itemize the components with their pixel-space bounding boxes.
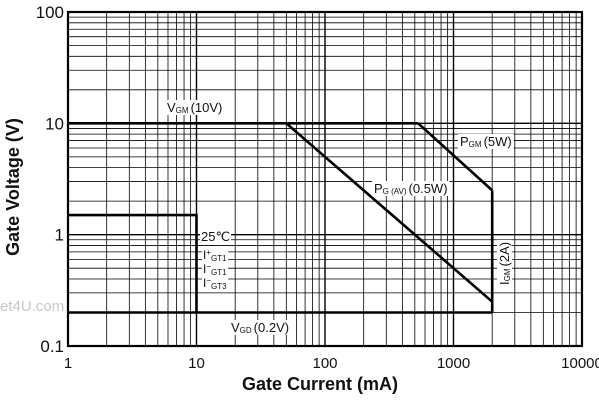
pgav-label-bg (372, 181, 450, 196)
curve-line (68, 213, 198, 313)
gate-trigger-label: I−GT1 (202, 262, 229, 277)
gate-trigger-bg (202, 248, 229, 263)
gate-trigger-bg (202, 276, 229, 291)
vgd-label-bg (229, 320, 292, 335)
temp-text: 25℃ (201, 229, 230, 244)
gate-trigger-text: I−GT3 (203, 276, 227, 291)
pgav-label: PG (AV) (0.5W) (372, 181, 450, 196)
curve-line (285, 122, 494, 303)
plot-frame (66, 10, 584, 348)
pgm-label: PGM (5W) (458, 134, 514, 149)
x-tick-label: 10 (188, 355, 205, 372)
vgd-label: VGD (0.2V) (229, 320, 292, 335)
x-tick-label: 10000 (561, 355, 599, 372)
gate-trigger-label: I−GT3 (202, 276, 229, 291)
gate-trigger-bg (202, 262, 229, 277)
vgm-label-text: VGM (10V) (167, 100, 222, 115)
y-axis-label: Gate Voltage (V) (3, 118, 23, 256)
x-tick-label: 1000 (437, 355, 470, 372)
gate-trigger-label: I+GT1 (202, 248, 229, 263)
y-tick-label: 100 (36, 3, 64, 22)
temp-bg (200, 229, 232, 244)
curve-labels: VGM (10V) PGM (5W) PG (AV) (0.5W) IGM(2A) VGD (0… (165, 100, 514, 335)
grid (66, 10, 584, 348)
igm-label: IGM(2A) (497, 239, 512, 287)
temp-annotation: 25℃ (200, 229, 232, 244)
curve-line (417, 122, 494, 192)
gate-trigger-text: I+GT1 (203, 248, 227, 263)
x-tick-label: 1 (64, 355, 72, 372)
y-tick-label: 1 (55, 226, 64, 245)
vgm-label: VGM (10V) (165, 100, 225, 115)
y-tick-label: 0.1 (40, 337, 64, 356)
watermark: et4U.com (0, 298, 65, 315)
x-axis-label: Gate Current (mA) (241, 374, 398, 394)
igm-label-text: IGM(2A) (497, 242, 512, 285)
igm-label-bg (497, 239, 512, 287)
pgm-label-text: PGM (5W) (460, 134, 512, 149)
y-tick-label: 10 (45, 114, 64, 133)
x-tick-label: 100 (312, 355, 337, 372)
vgm-label-bg (165, 100, 225, 115)
vgd-label-text: VGD (0.2V) (231, 320, 289, 335)
pgav-label-text: PG (AV) (0.5W) (374, 181, 448, 196)
curves (68, 122, 494, 314)
gate-trigger-text: I−GT1 (203, 262, 227, 277)
pgm-label-bg (458, 134, 514, 149)
